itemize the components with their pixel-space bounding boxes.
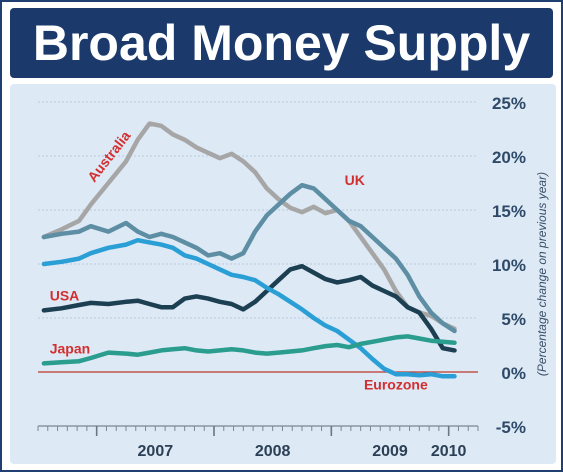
x-tick-label: 2009 <box>372 443 408 460</box>
series-label-japan: Japan <box>50 341 90 357</box>
grid-layer <box>38 101 478 373</box>
y-axis-label: (Percentage change on previous year) <box>535 172 549 376</box>
chart-title: Broad Money Supply <box>32 15 531 71</box>
series-line-usa <box>41 263 457 353</box>
y-tick-label: 5% <box>501 310 526 329</box>
y-tick-label: -5% <box>496 418 526 437</box>
series-label-usa: USA <box>50 288 80 304</box>
x-tick-label: 2008 <box>255 443 291 460</box>
series-layer <box>41 121 457 379</box>
x-tick-label: 2007 <box>138 443 174 460</box>
series-label-eurozone: Eurozone <box>364 376 428 392</box>
series-line-australia <box>41 121 457 332</box>
y-tick-label: 0% <box>501 364 526 383</box>
y-tick-label: 20% <box>492 148 526 167</box>
y-tick-label: 25% <box>492 94 526 113</box>
axis-layer: 25% 20% 15% 10% 5% 0% -5% (Percentage change on… <box>37 94 549 460</box>
y-tick-label: 10% <box>492 256 526 275</box>
x-tick-label: 2010 <box>431 443 467 460</box>
y-tick-label: 15% <box>492 202 526 221</box>
title-banner: Broad Money Supply <box>10 8 553 78</box>
series-line-uk <box>41 182 457 334</box>
series-line-japan <box>41 334 457 366</box>
series-label-uk: UK <box>345 172 365 188</box>
series-line-eurozone <box>41 237 457 379</box>
